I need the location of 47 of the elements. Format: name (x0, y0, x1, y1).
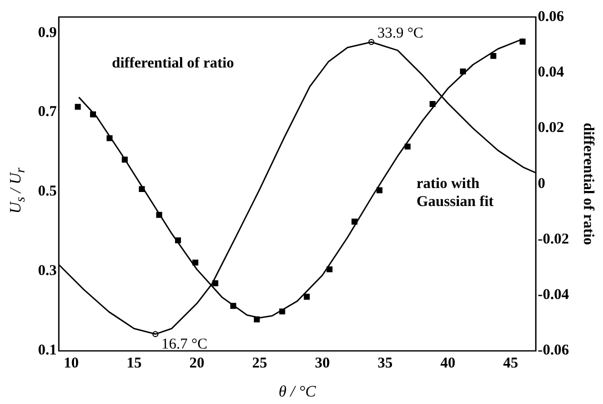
y-tick-label: 0.7 (38, 104, 58, 120)
point (138, 186, 145, 192)
y2-tick-label: 0 (538, 176, 546, 192)
x-axis-title: θ / °C (278, 384, 316, 401)
x-tick-label: 45 (503, 356, 518, 372)
y-tick-label: 0.1 (38, 342, 57, 359)
point (490, 52, 496, 59)
y2-tick-label: -0.04 (538, 287, 570, 304)
point (254, 316, 260, 322)
point (212, 280, 218, 286)
y2-tick-label: -0.02 (538, 231, 570, 248)
point (304, 294, 310, 300)
y2-tick-label: -0.06 (538, 342, 570, 359)
y2-tick-label: 0.06 (538, 8, 565, 25)
y2-axis-title: differential of ratio (580, 122, 596, 245)
y-tick-label: 0.3 (38, 263, 57, 280)
point (230, 302, 236, 309)
point (74, 104, 81, 110)
annotation: 33.9 °C (377, 25, 424, 42)
annotation: differential of ratio (112, 56, 234, 72)
x-tick-label: 25 (252, 356, 268, 372)
point (326, 266, 332, 272)
point (279, 308, 286, 314)
annotation: 16.7 °C (161, 336, 208, 353)
point (352, 218, 358, 225)
x-tick-label: 10 (64, 356, 79, 372)
x-tick-label: 35 (378, 356, 393, 372)
point (404, 144, 411, 150)
point (376, 187, 382, 194)
annotation: ratio with Gaussian fit (416, 176, 494, 210)
x-tick-label: 30 (314, 356, 330, 372)
point (175, 237, 181, 244)
y2-tick-label: 0.02 (538, 120, 564, 136)
y-tick-label: 0.9 (38, 24, 57, 41)
x-tick-label: 40 (440, 356, 456, 372)
point (192, 260, 198, 266)
point (90, 111, 96, 118)
x-tick-label: 15 (126, 356, 142, 372)
point (430, 101, 436, 107)
point (122, 156, 128, 163)
point (460, 68, 466, 74)
x-tick-label: 20 (189, 356, 204, 372)
point (106, 135, 113, 142)
y-tick-label: 0.5 (38, 184, 57, 200)
point (520, 38, 526, 45)
y2-tick-label: 0.04 (538, 64, 565, 81)
point (156, 212, 162, 218)
